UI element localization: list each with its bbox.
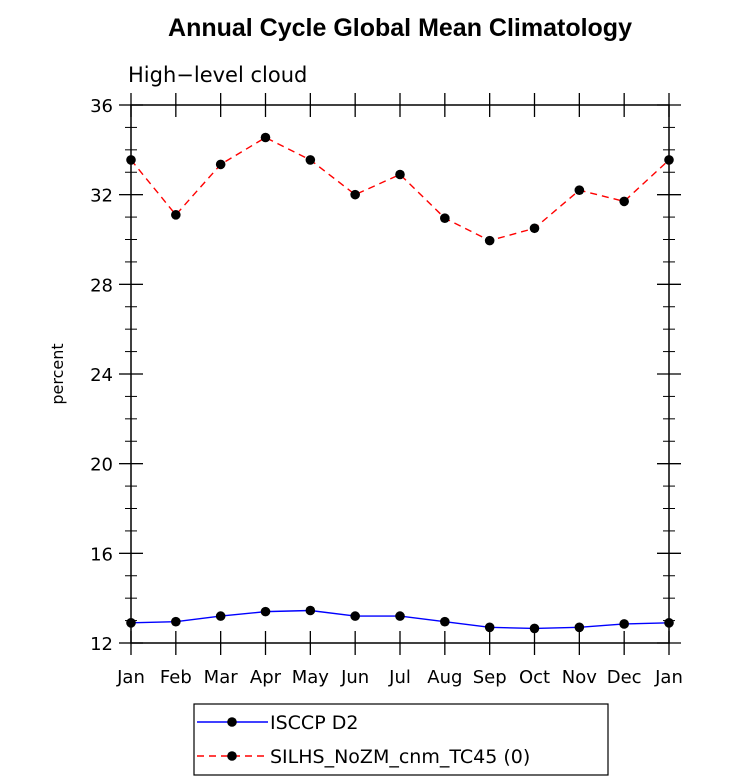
y-tick-label: 12 bbox=[90, 634, 113, 655]
data-point bbox=[574, 185, 585, 195]
data-point bbox=[440, 213, 450, 224]
data-point bbox=[305, 155, 316, 165]
data-point bbox=[529, 223, 540, 234]
x-tick-label: May bbox=[292, 667, 330, 688]
data-point bbox=[215, 611, 226, 621]
chart-title: Annual Cycle Global Mean Climatology bbox=[168, 14, 632, 42]
y-tick-label: 28 bbox=[90, 275, 113, 296]
series-2 bbox=[126, 132, 674, 246]
data-point bbox=[440, 616, 450, 627]
legend-marker bbox=[227, 751, 237, 761]
x-tick-label: Apr bbox=[250, 667, 282, 688]
legend-label: SILHS_NoZM_cnm_TC45 (0) bbox=[270, 746, 530, 768]
x-tick-label: Nov bbox=[562, 667, 597, 688]
x-tick-label: Jun bbox=[340, 667, 369, 688]
data-point bbox=[619, 619, 629, 629]
legend-label: ISCCP D2 bbox=[270, 712, 358, 734]
data-point bbox=[619, 196, 629, 207]
y-tick-label: 16 bbox=[90, 544, 113, 565]
y-tick-label: 32 bbox=[90, 186, 113, 207]
x-tick-label: Feb bbox=[160, 667, 192, 688]
data-point bbox=[574, 622, 585, 633]
y-axis-title: percent bbox=[48, 343, 67, 404]
legend-marker bbox=[227, 717, 237, 727]
data-point bbox=[484, 622, 495, 633]
x-tick-label: Jul bbox=[388, 667, 411, 688]
x-tick-label: Dec bbox=[607, 667, 642, 688]
data-point bbox=[350, 611, 360, 621]
y-tick-label: 24 bbox=[90, 365, 113, 386]
data-point bbox=[260, 606, 271, 617]
x-tick-label: Sep bbox=[473, 667, 507, 688]
x-tick-label: Aug bbox=[427, 667, 462, 688]
data-point bbox=[171, 616, 181, 627]
x-tick-label: Jan bbox=[654, 667, 683, 688]
data-point bbox=[395, 169, 405, 180]
legend-entry: ISCCP D2 bbox=[197, 712, 358, 734]
data-point bbox=[395, 611, 405, 621]
chart-subtitle: High−level cloud bbox=[128, 63, 307, 87]
series-1 bbox=[126, 605, 674, 634]
y-tick-label: 36 bbox=[90, 96, 113, 117]
legend: ISCCP D2 SILHS_NoZM_cnm_TC45 (0) bbox=[193, 703, 609, 776]
data-point bbox=[529, 623, 540, 634]
data-point bbox=[260, 132, 271, 143]
x-tick-label: Mar bbox=[204, 667, 239, 688]
plot-frame bbox=[130, 104, 670, 644]
data-point bbox=[171, 210, 181, 220]
data-point bbox=[484, 235, 495, 246]
tick-labels: 12 16 20 24 28 32 36 Jan Feb Mar Apr May Jun Jul Aug Se… bbox=[90, 96, 683, 688]
y-tick-label: 20 bbox=[90, 455, 113, 476]
legend-box bbox=[193, 703, 609, 776]
x-tick-label: Jan bbox=[116, 667, 145, 688]
data-point bbox=[305, 605, 316, 616]
legend-entry: SILHS_NoZM_cnm_TC45 (0) bbox=[197, 746, 530, 768]
data-point bbox=[350, 189, 360, 200]
series-line bbox=[130, 136, 670, 242]
series-layer bbox=[126, 132, 674, 634]
data-point bbox=[215, 159, 226, 170]
x-tick-label: Oct bbox=[519, 667, 550, 688]
